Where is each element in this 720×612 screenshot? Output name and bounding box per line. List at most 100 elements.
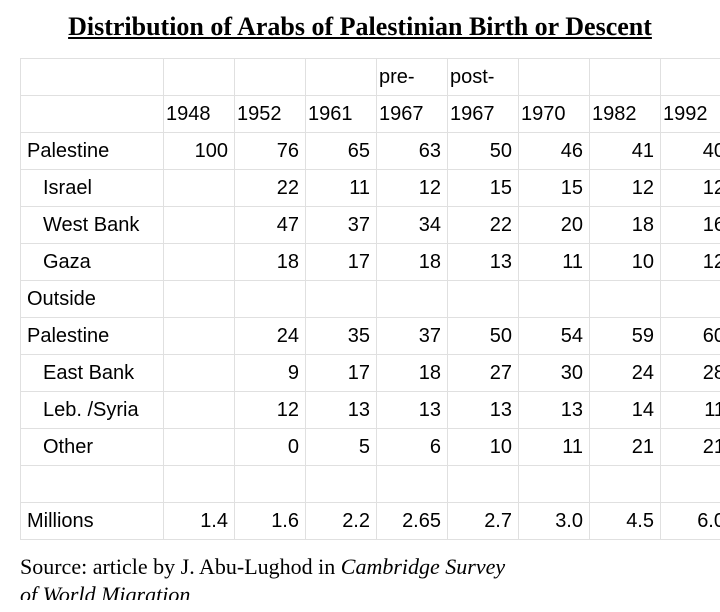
table-cell: 76: [235, 133, 306, 170]
table-cell: [164, 207, 235, 244]
table-cell: 63: [377, 133, 448, 170]
table-cell: 22: [235, 170, 306, 207]
table-cell: [590, 466, 661, 503]
table-cell: 59: [590, 318, 661, 355]
table-cell: 27: [448, 355, 519, 392]
table-cell: 15: [519, 170, 590, 207]
column-header-prefix: pre-: [377, 59, 448, 96]
table-cell: 22: [448, 207, 519, 244]
table-cell: 46: [519, 133, 590, 170]
table-cell: [590, 281, 661, 318]
table-cell: 28: [661, 355, 720, 392]
table-cell: 60: [661, 318, 720, 355]
table-cell: [164, 355, 235, 392]
table-cell: [377, 281, 448, 318]
column-header-prefix: [306, 59, 377, 96]
table-cell: [661, 466, 720, 503]
table-cell: 11: [661, 392, 720, 429]
row-label: Leb. /Syria: [21, 392, 164, 429]
row-label: Israel: [21, 170, 164, 207]
table-cell: 18: [377, 355, 448, 392]
table-cell: [235, 281, 306, 318]
row-label: Millions: [21, 503, 164, 540]
table-cell: 18: [377, 244, 448, 281]
table-cell: 47: [235, 207, 306, 244]
table-cell: [164, 170, 235, 207]
table-cell: 16: [661, 207, 720, 244]
table-cell: [164, 318, 235, 355]
table-cell: [164, 392, 235, 429]
source-italic: Cambridge Survey: [341, 554, 505, 579]
table-cell: [306, 281, 377, 318]
table-cell: 21: [661, 429, 720, 466]
table-cell: 12: [661, 170, 720, 207]
table-cell: 12: [661, 244, 720, 281]
table-cell: 13: [448, 392, 519, 429]
table-cell: 4.5: [590, 503, 661, 540]
column-header-prefix: [164, 59, 235, 96]
table-cell: 17: [306, 355, 377, 392]
table-cell: 13: [519, 392, 590, 429]
table-cell: 13: [448, 244, 519, 281]
table-cell: 50: [448, 133, 519, 170]
column-header-year: 1967: [377, 96, 448, 133]
table-cell: 2.7: [448, 503, 519, 540]
table-cell: 10: [590, 244, 661, 281]
row-label: Other: [21, 429, 164, 466]
table-cell: 13: [377, 392, 448, 429]
source-prefix: Source: article by J. Abu-Lughod in: [20, 554, 341, 579]
table-cell: [164, 429, 235, 466]
column-header-prefix: [235, 59, 306, 96]
table-cell: 17: [306, 244, 377, 281]
table-cell: [164, 244, 235, 281]
table-cell: 13: [306, 392, 377, 429]
table-cell: 18: [590, 207, 661, 244]
table-cell: [235, 466, 306, 503]
table-cell: 10: [448, 429, 519, 466]
source-cutoff: of World Migration: [20, 582, 700, 600]
row-label: Palestine: [21, 318, 164, 355]
row-label: [21, 466, 164, 503]
table-cell: [448, 466, 519, 503]
table-cell: [448, 281, 519, 318]
table-cell: 9: [235, 355, 306, 392]
column-header-year: 1970: [519, 96, 590, 133]
table-cell: 2.2: [306, 503, 377, 540]
table-cell: [519, 466, 590, 503]
column-header-prefix: [661, 59, 720, 96]
column-header-prefix: [590, 59, 661, 96]
distribution-table: pre-post-1948195219611967196719701982199…: [20, 58, 720, 540]
column-header-year: 1952: [235, 96, 306, 133]
table-cell: 1.6: [235, 503, 306, 540]
table-cell: 65: [306, 133, 377, 170]
table-cell: 40: [661, 133, 720, 170]
table-cell: [661, 281, 720, 318]
table-cell: [164, 281, 235, 318]
table-cell: 24: [235, 318, 306, 355]
table-cell: 5: [306, 429, 377, 466]
column-header-year: 1948: [164, 96, 235, 133]
table-cell: 54: [519, 318, 590, 355]
table-cell: [377, 466, 448, 503]
source-line: Source: article by J. Abu-Lughod in Camb…: [20, 554, 700, 580]
table-cell: 0: [235, 429, 306, 466]
table-cell: 11: [519, 429, 590, 466]
table-cell: [164, 466, 235, 503]
table-cell: 37: [377, 318, 448, 355]
table-cell: 37: [306, 207, 377, 244]
table-cell: 21: [590, 429, 661, 466]
table-cell: 15: [448, 170, 519, 207]
column-header-year: 1961: [306, 96, 377, 133]
table-cell: 14: [590, 392, 661, 429]
table-cell: 18: [235, 244, 306, 281]
table-cell: 100: [164, 133, 235, 170]
column-header-year: 1992: [661, 96, 720, 133]
table-cell: 12: [590, 170, 661, 207]
table-cell: 1.4: [164, 503, 235, 540]
table-cell: 2.65: [377, 503, 448, 540]
table-cell: 3.0: [519, 503, 590, 540]
column-header-prefix: [21, 59, 164, 96]
table-cell: 12: [377, 170, 448, 207]
table-cell: [306, 466, 377, 503]
column-header-year: 1982: [590, 96, 661, 133]
